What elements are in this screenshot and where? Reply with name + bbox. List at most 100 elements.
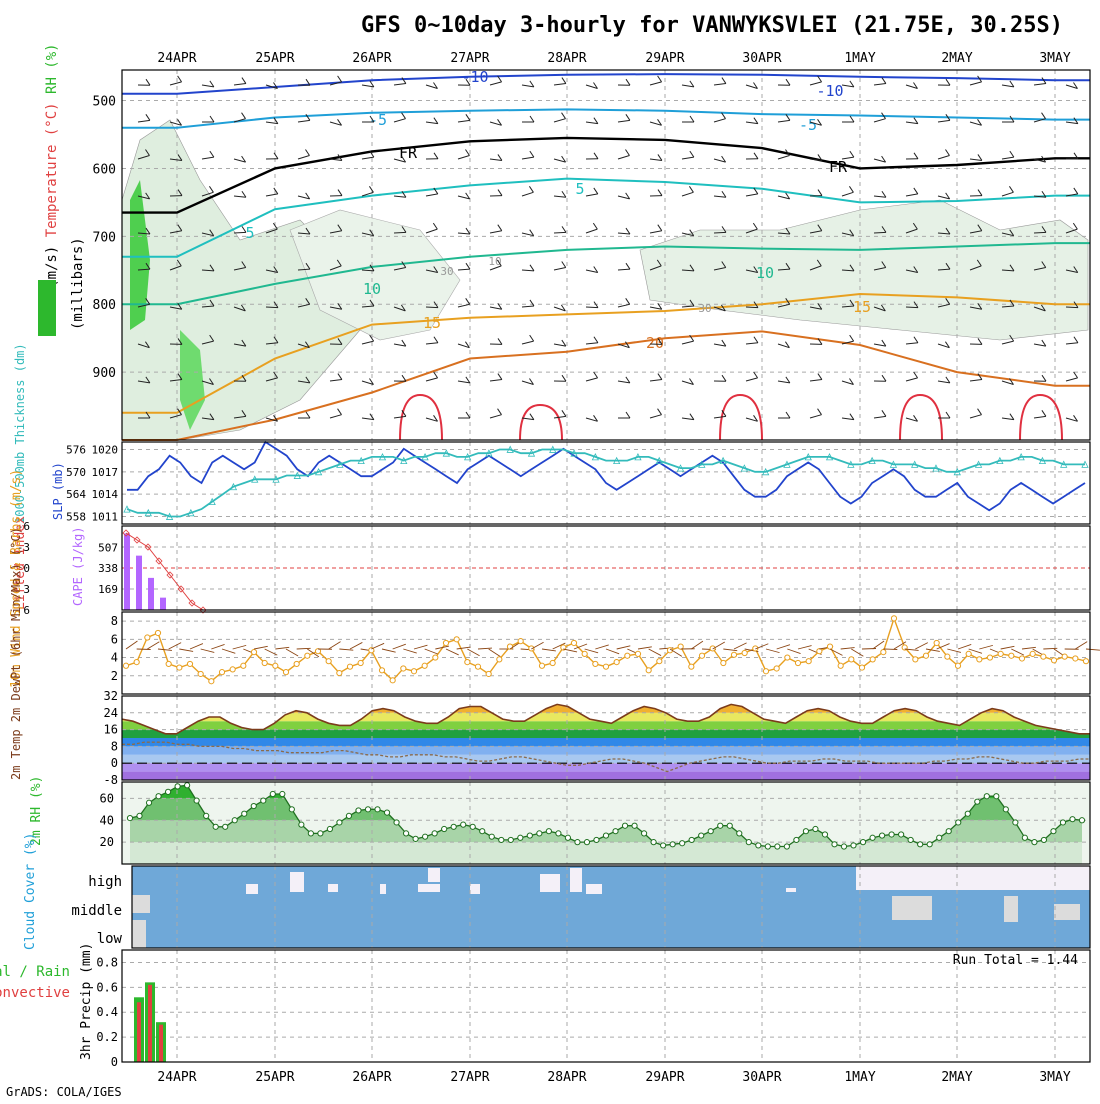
wind-speed-marker [678, 644, 683, 649]
cloud-patch [328, 884, 338, 892]
rh-marker [223, 824, 228, 829]
rh-marker [442, 826, 447, 831]
rh-marker [204, 813, 209, 818]
wind-barb [746, 307, 758, 308]
rh-marker [299, 822, 304, 827]
slp-ylabel: SLP (mb) [51, 462, 65, 520]
wind-speed-marker [625, 653, 630, 658]
rh-marker [537, 831, 542, 836]
rh-marker [784, 844, 789, 849]
wind-speed-marker [806, 659, 811, 664]
wind-speed-marker [955, 663, 960, 668]
rh-marker [127, 815, 132, 820]
wind-speed-marker [177, 665, 182, 670]
rh-marker [518, 835, 523, 840]
contour-label: FR [829, 158, 848, 176]
rh-marker [879, 833, 884, 838]
cape-bar [160, 598, 166, 610]
day-label-bottom: 29APR [645, 1070, 684, 1085]
cape-tick-label: 338 [98, 562, 118, 575]
slp-tick-label: 1017 [92, 466, 119, 479]
cloud-row-label: low [97, 931, 123, 947]
wind-speed-marker [283, 670, 288, 675]
rh-marker [394, 820, 399, 825]
wind-speed-marker [497, 657, 502, 662]
contour-label: -10 [461, 68, 488, 86]
wind-speed-marker [486, 671, 491, 676]
wind-speed-marker [934, 640, 939, 645]
wind-speed-marker [603, 664, 608, 669]
wind-speed-marker [923, 653, 928, 658]
pressure-tick-label: 700 [93, 230, 116, 245]
rh-marker [1032, 840, 1037, 845]
rh-marker [956, 820, 961, 825]
rh-marker [918, 842, 923, 847]
cloud-patch [418, 884, 440, 892]
wind-speed-marker [294, 661, 299, 666]
wind-speed-marker [870, 657, 875, 662]
wind-speed-marker [134, 660, 139, 665]
rh-marker [975, 799, 980, 804]
wind-barb [874, 232, 886, 233]
rh-marker [480, 829, 485, 834]
rh-marker [308, 831, 313, 836]
slp-tick-label: 1020 [92, 443, 119, 456]
rh-tick-label: 20 [100, 835, 114, 849]
rh-marker [718, 823, 723, 828]
rh-marker [584, 840, 589, 845]
wind-speed-marker [859, 665, 864, 670]
wind-speed-marker [945, 654, 950, 659]
cloud-patch [380, 884, 386, 894]
rh-tick-label: 40 [100, 813, 114, 827]
wind-speed-marker [582, 651, 587, 656]
rh-marker [1060, 820, 1065, 825]
wind-speed-marker [1051, 658, 1056, 663]
rh-marker [1022, 835, 1027, 840]
rh-marker [946, 829, 951, 834]
wind-speed-marker [433, 655, 438, 660]
temp-tick-label: 32 [104, 689, 118, 703]
wind-tick-label: 8 [111, 614, 118, 628]
rh-marker [251, 803, 256, 808]
wind-barb [1034, 232, 1046, 233]
wind-speed-marker [817, 649, 822, 654]
rh-marker [565, 835, 570, 840]
run-total-annotation: Run Total = 1.44 [953, 953, 1078, 968]
temp-ylabel: 2m Temp 2m DewPt (6hr Min/Max) (°C) [9, 527, 23, 780]
cloud-patch [246, 884, 258, 894]
wind-speed-marker [998, 651, 1003, 656]
temp-band [122, 763, 1090, 771]
rh-marker [527, 833, 532, 838]
cape-bar [148, 578, 154, 610]
pressure-ylabel: (millibars) [70, 237, 86, 330]
rh-marker [546, 829, 551, 834]
rh-marker [1003, 807, 1008, 812]
rh-marker [508, 837, 513, 842]
wind-barb [906, 307, 918, 308]
rh-marker [270, 791, 275, 796]
precip-tick-label: 0 [111, 1055, 118, 1069]
cloud-patch [1004, 896, 1018, 922]
rh-marker [194, 798, 199, 803]
day-label-bottom: 30APR [742, 1070, 781, 1085]
cloud-patch [132, 895, 150, 913]
rh-marker [822, 832, 827, 837]
rh-marker [803, 829, 808, 834]
pressure-tick-label: 900 [93, 366, 116, 381]
day-label-top: 30APR [742, 51, 781, 66]
cloud-patch [1054, 904, 1080, 920]
wind-tick-label: 2 [111, 669, 118, 683]
wind-speed-marker [849, 657, 854, 662]
rh-marker [832, 842, 837, 847]
day-label-bottom: 25APR [255, 1070, 294, 1085]
rh-marker [965, 811, 970, 816]
contour-label: 10 [756, 264, 774, 282]
pressure-tick-label: 600 [93, 162, 116, 177]
wind-speed-marker [166, 661, 171, 666]
wind-speed-marker [507, 644, 512, 649]
wind-barb [234, 232, 246, 233]
wind-speed-marker [1019, 656, 1024, 661]
rh-marker [1070, 817, 1075, 822]
slp-tick-label: 1014 [92, 488, 119, 501]
wind-speed-marker [475, 664, 480, 669]
